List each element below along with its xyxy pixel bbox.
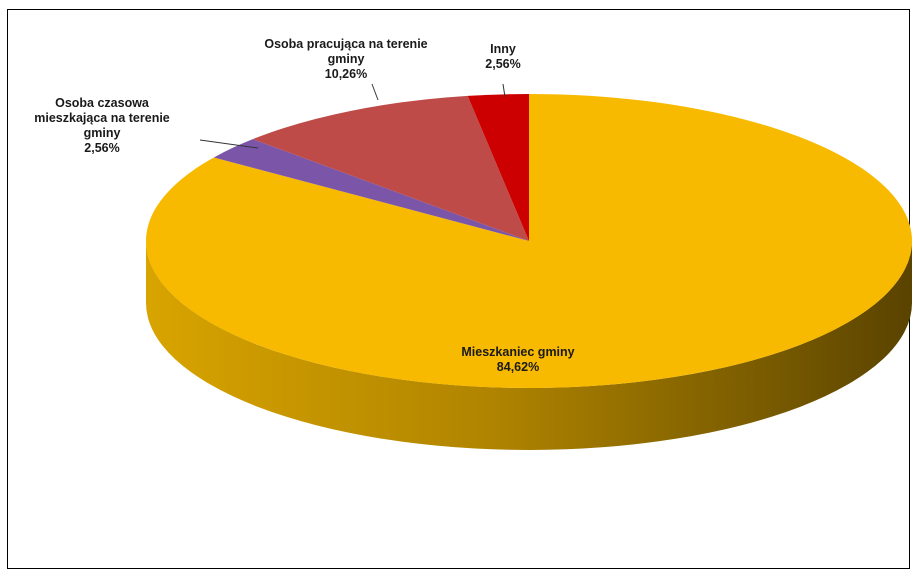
- slice-label: Inny 2,56%: [485, 42, 520, 71]
- pie-depth: [146, 241, 912, 450]
- pie-slice: [213, 139, 529, 241]
- leader-line: [371, 83, 379, 101]
- leader-line: [502, 83, 506, 98]
- slice-label: Mieszkaniec gminy 84,62%: [461, 345, 574, 374]
- slice-label: Osoba czasowa mieszkająca na terenie gminy…: [34, 96, 170, 155]
- leader-lines: [199, 83, 506, 149]
- slice-labels: Mieszkaniec gminy 84,62% Osoba czasowa mies…: [34, 37, 574, 374]
- pie-slice: [145, 94, 912, 389]
- pie-side-wall: [146, 241, 912, 450]
- pie-slices: [145, 94, 912, 389]
- pie-slice: [252, 95, 529, 241]
- pie-slice: [467, 94, 529, 241]
- leader-line: [199, 139, 259, 149]
- slice-label: Osoba pracująca na terenie gminy 10,26%: [264, 37, 427, 81]
